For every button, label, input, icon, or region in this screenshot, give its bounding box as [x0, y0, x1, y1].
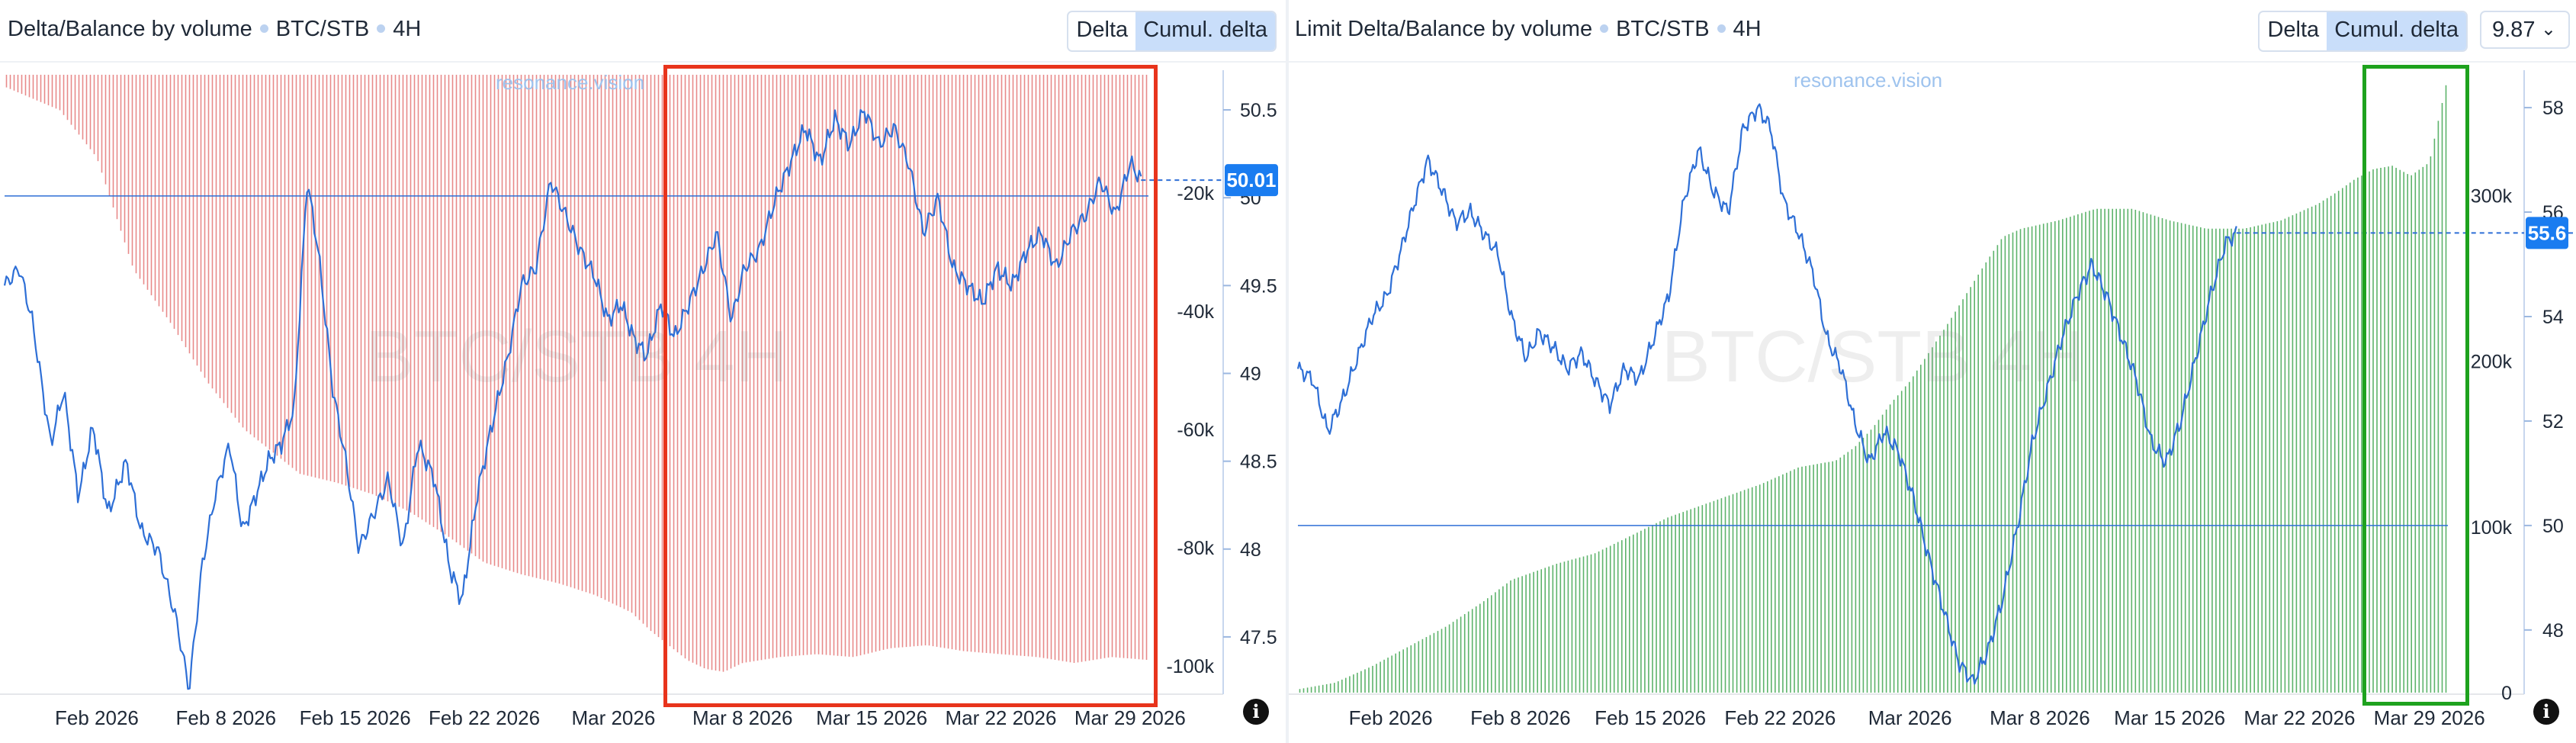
balance-tick-label: 50	[2542, 516, 2564, 537]
pair-label[interactable]: BTC/STB	[1616, 17, 1710, 41]
x-tick-label: Feb 2026	[55, 706, 139, 729]
highlight-box-green	[2362, 65, 2469, 706]
x-tick-label: Feb 8 2026	[176, 706, 277, 729]
x-tick-label: Feb 22 2026	[1724, 706, 1836, 729]
timeframe-label[interactable]: 4H	[1733, 17, 1762, 41]
threshold-value: 9.87	[2492, 18, 2536, 42]
delta-tick-label: -100k	[1166, 656, 1214, 677]
delta-tick-label: 0	[2501, 683, 2512, 704]
chart-title: Delta/Balance by volume	[8, 17, 252, 41]
x-tick-label: Mar 8 2026	[1990, 706, 2090, 729]
cumul-delta-toggle-button[interactable]: Cumul. delta	[1135, 12, 1275, 50]
x-tick-label: Mar 8 2026	[692, 706, 793, 729]
balance-tick-label: 49	[1240, 363, 1261, 384]
x-tick-label: Feb 8 2026	[1470, 706, 1571, 729]
current-value-label: 50.01	[1226, 169, 1276, 191]
panel-divider	[1286, 0, 1289, 743]
center-watermark: BTC/STB 4H	[1662, 316, 2085, 397]
x-tick-label: Mar 15 2026	[2114, 706, 2225, 729]
limit-delta-balance-chart[interactable]: resonance.vision BTC/STB 4H Feb 2026 Feb 8 …	[1289, 63, 2576, 743]
delta-toggle-button[interactable]: Delta	[2267, 18, 2320, 42]
delta-bars	[1299, 85, 2447, 693]
cumul-delta-toggle-button[interactable]: Cumul. delta	[2327, 12, 2466, 50]
chart-title-line: Limit Delta/Balance by volume BTC/STB 4H	[1295, 14, 1762, 44]
current-value-badge	[1225, 164, 1278, 197]
chart-panel-delta-balance: Delta/Balance by volume BTC/STB 4H Delta C…	[0, 0, 1286, 743]
x-tick-label: Mar 2026	[571, 706, 655, 729]
info-icon[interactable]: i	[1243, 699, 1269, 725]
current-value-label: 55.6	[2528, 221, 2567, 244]
chart-header: Delta/Balance by volume BTC/STB 4H Delta C…	[0, 0, 1286, 61]
threshold-dropdown[interactable]: 9.87 ⌄	[2480, 11, 2570, 49]
balance-tick-label: 50.5	[1240, 100, 1277, 121]
balance-tick-label: 48	[1240, 539, 1261, 561]
delta-tick-label: 100k	[2471, 517, 2513, 539]
x-tick-label: Mar 22 2026	[2244, 706, 2355, 729]
x-tick-label: Feb 15 2026	[1595, 706, 1706, 729]
x-tick-label: Feb 15 2026	[300, 706, 411, 729]
current-value-badge	[2526, 217, 2568, 249]
delta-tick-label: -80k	[1177, 538, 1214, 559]
delta-mode-toggle: Delta Cumul. delta	[2258, 11, 2468, 52]
chart-header: Limit Delta/Balance by volume BTC/STB 4H D…	[1289, 0, 2576, 61]
delta-mode-toggle: Delta Cumul. delta	[1067, 11, 1277, 52]
x-tick-label: Mar 2026	[1868, 706, 1952, 729]
x-tick-label: Mar 22 2026	[945, 706, 1056, 729]
x-tick-label: Feb 2026	[1349, 706, 1433, 729]
delta-tick-label: -20k	[1177, 183, 1214, 204]
timeframe-label[interactable]: 4H	[393, 17, 422, 41]
balance-tick-label: 47.5	[1240, 627, 1277, 648]
balance-line	[1296, 103, 2237, 685]
delta-balance-chart[interactable]: resonance.vision BTC/STB 4H Feb 2026 Feb 8 …	[0, 63, 1286, 743]
balance-tick-label: 49.5	[1240, 275, 1277, 297]
x-tick-label: Feb 22 2026	[429, 706, 540, 729]
chart-panel-limit-delta-balance: Limit Delta/Balance by volume BTC/STB 4H D…	[1289, 0, 2576, 743]
balance-line	[3, 108, 1142, 690]
x-tick-label: Mar 29 2026	[1074, 706, 1186, 729]
delta-tick-label: -60k	[1177, 420, 1214, 441]
balance-tick-label: 58	[2542, 98, 2564, 119]
delta-tick-label: 300k	[2471, 185, 2513, 207]
balance-tick-label: 48.5	[1240, 452, 1277, 473]
delta-bars	[5, 75, 1148, 672]
separator-dot-icon	[1717, 24, 1726, 33]
header-separator	[0, 61, 1286, 63]
balance-tick-label: 54	[2542, 307, 2564, 328]
separator-dot-icon	[259, 24, 268, 33]
delta-tick-label: 200k	[2471, 352, 2513, 373]
separator-dot-icon	[377, 24, 386, 33]
watermark-text: resonance.vision	[1794, 69, 1942, 92]
chart-title-line: Delta/Balance by volume BTC/STB 4H	[8, 14, 421, 44]
x-tick-label: Mar 29 2026	[2374, 706, 2485, 729]
watermark-text: resonance.vision	[496, 71, 644, 94]
balance-tick-label: 52	[2542, 411, 2564, 433]
pair-label[interactable]: BTC/STB	[275, 17, 370, 41]
highlight-box-red	[663, 65, 1158, 707]
chart-title: Limit Delta/Balance by volume	[1295, 17, 1593, 41]
info-icon[interactable]: i	[2533, 699, 2559, 725]
header-separator	[1289, 61, 2576, 63]
center-watermark: BTC/STB 4H	[365, 316, 789, 397]
separator-dot-icon	[1600, 24, 1609, 33]
chevron-down-icon: ⌄	[2540, 19, 2556, 40]
delta-toggle-button[interactable]: Delta	[1076, 18, 1129, 42]
balance-tick-label: 48	[2542, 620, 2564, 642]
delta-tick-label: -40k	[1177, 301, 1214, 323]
x-tick-label: Mar 15 2026	[816, 706, 927, 729]
